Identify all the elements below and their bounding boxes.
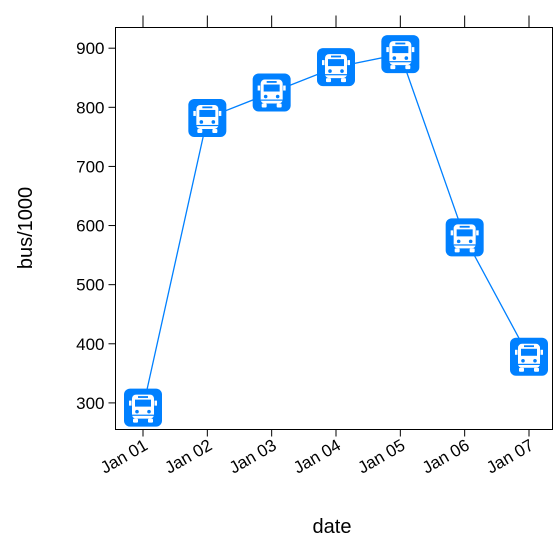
x-axis-title: date: [313, 516, 352, 538]
bus-icon: [316, 48, 355, 87]
x-tick-label: Jan 05: [355, 436, 409, 478]
y-tick-label: 800: [76, 98, 104, 117]
bus-icon: [188, 98, 227, 137]
x-tick-label: Jan 06: [419, 436, 473, 478]
x-tick-label: Jan 01: [97, 436, 151, 478]
x-tick-label: Jan 03: [226, 436, 280, 478]
y-tick-label: 500: [76, 276, 104, 295]
y-tick-label: 600: [76, 217, 104, 236]
x-tick-label: Jan 04: [290, 436, 344, 478]
y-axis: 300 400 500 600 700 800 900: [76, 39, 116, 413]
y-tick-label: 400: [76, 335, 104, 354]
y-axis-title: bus/1000: [15, 187, 37, 269]
y-tick-label: 700: [76, 157, 104, 176]
y-tick-label: 300: [76, 394, 104, 413]
bus-icon: [124, 388, 162, 427]
x-tick-label: Jan 07: [483, 436, 537, 478]
bus-icon: [509, 337, 548, 376]
x-tick-label: Jan 02: [162, 436, 216, 478]
y-tick-label: 900: [76, 39, 104, 58]
series-layer: [124, 35, 548, 427]
bus-icon: [381, 35, 420, 74]
bus-icon: [445, 218, 484, 257]
plot-frame: [115, 27, 553, 430]
bus-icon: [252, 73, 291, 112]
